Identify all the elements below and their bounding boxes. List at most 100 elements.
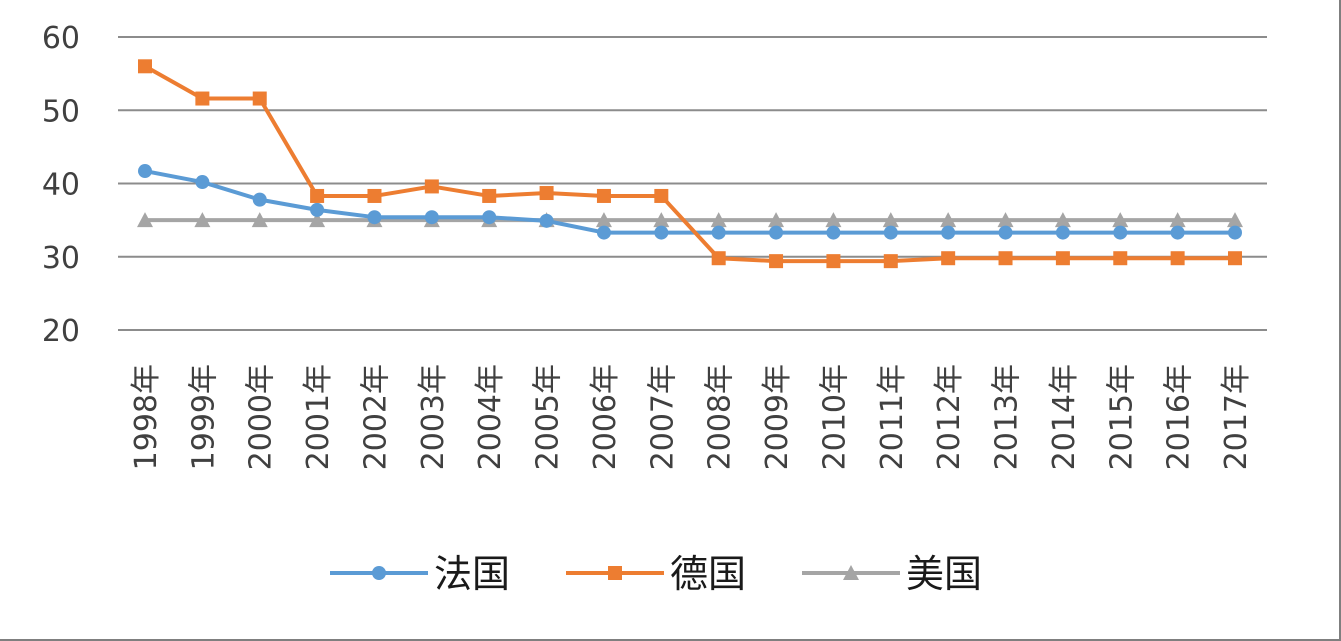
data-point xyxy=(653,212,670,228)
gridlines xyxy=(118,36,1267,331)
x-tick-label: 2006年 xyxy=(588,364,623,470)
x-tick-label: 2008年 xyxy=(703,364,738,470)
data-point xyxy=(596,225,611,240)
y-tick-label: 40 xyxy=(42,168,80,203)
data-point xyxy=(367,210,382,225)
data-point xyxy=(194,212,211,228)
x-tick-label: 2009年 xyxy=(760,364,795,470)
x-tick-label: 2011年 xyxy=(875,364,910,470)
data-point xyxy=(1169,212,1186,228)
x-tick-label: 1998年 xyxy=(129,364,164,470)
data-point xyxy=(251,212,268,228)
data-point xyxy=(1113,225,1128,240)
data-point xyxy=(1054,212,1071,228)
data-point xyxy=(424,210,439,225)
legend: 法国 德国 美国 xyxy=(330,552,982,596)
data-point xyxy=(883,225,898,240)
x-tick-label: 2000年 xyxy=(244,364,279,470)
data-point xyxy=(940,212,957,228)
legend-marker xyxy=(608,566,622,580)
data-point xyxy=(1055,225,1070,240)
x-tick-label: 2001年 xyxy=(301,364,336,470)
x-tick-label: 2016年 xyxy=(1162,364,1197,470)
data-point xyxy=(424,179,439,194)
y-tick-label: 20 xyxy=(42,314,80,349)
data-point xyxy=(1055,251,1070,266)
series-1 xyxy=(138,59,1242,269)
data-point xyxy=(367,188,382,203)
data-point xyxy=(941,251,956,266)
x-tick-label: 2003年 xyxy=(416,364,451,470)
data-point xyxy=(195,175,210,190)
x-tick-label: 2017年 xyxy=(1219,364,1254,470)
data-point xyxy=(825,212,842,228)
data-point xyxy=(539,213,554,228)
series-line xyxy=(144,169,1235,235)
data-point xyxy=(826,225,841,240)
legend-label: 美国 xyxy=(906,552,982,596)
data-point xyxy=(1228,225,1242,240)
data-point xyxy=(711,225,726,240)
legend-item: 德国 xyxy=(566,552,746,596)
legend-label: 法国 xyxy=(434,552,510,596)
x-tick-label: 1999年 xyxy=(186,364,221,470)
data-point xyxy=(310,202,325,217)
x-tick-label: 2002年 xyxy=(358,364,393,470)
data-point xyxy=(482,188,497,203)
data-point xyxy=(711,251,726,266)
legend-item: 法国 xyxy=(330,552,510,596)
x-tick-label: 2010年 xyxy=(817,364,852,470)
data-point xyxy=(710,212,727,228)
series-0 xyxy=(138,164,1242,240)
data-point xyxy=(252,91,267,106)
data-point xyxy=(997,212,1014,228)
data-point xyxy=(595,212,612,228)
y-tick-label: 60 xyxy=(42,21,80,56)
data-point xyxy=(998,251,1013,266)
x-axis-ticks: 1998年 1999年 2000年 2001年 2002年 2003年 2004年 2005年… xyxy=(129,364,1254,470)
x-tick-label: 2014年 xyxy=(1047,364,1082,470)
data-point xyxy=(309,212,326,228)
data-point xyxy=(539,186,554,201)
data-point xyxy=(482,210,497,225)
x-tick-label: 2007年 xyxy=(645,364,680,470)
data-point xyxy=(826,254,841,269)
data-point xyxy=(1113,251,1128,266)
legend-label: 德国 xyxy=(670,552,746,596)
x-tick-label: 2004年 xyxy=(473,364,508,470)
data-point xyxy=(137,212,153,228)
data-point xyxy=(1112,212,1129,228)
data-point xyxy=(1170,251,1185,266)
x-tick-label: 2012年 xyxy=(932,364,967,470)
data-point xyxy=(998,225,1013,240)
legend-item: 美国 xyxy=(802,552,982,596)
data-point xyxy=(252,192,267,207)
data-point xyxy=(1170,225,1185,240)
x-tick-label: 2015年 xyxy=(1104,364,1139,470)
data-point xyxy=(310,188,325,203)
legend-marker xyxy=(372,566,386,580)
data-point xyxy=(769,225,784,240)
data-point xyxy=(1228,251,1242,266)
data-point xyxy=(941,225,956,240)
x-tick-label: 2013年 xyxy=(990,364,1025,470)
legend-marker xyxy=(843,565,859,580)
data-point xyxy=(768,212,785,228)
series-line xyxy=(144,64,1235,264)
data-point xyxy=(654,225,669,240)
data-point xyxy=(769,254,784,269)
data-point xyxy=(138,59,152,74)
data-point xyxy=(195,91,210,106)
data-point xyxy=(1227,212,1243,228)
series-lines xyxy=(137,59,1243,269)
data-point xyxy=(596,188,611,203)
y-axis-ticks: 20 30 40 50 60 xyxy=(42,21,80,349)
x-tick-label: 2005年 xyxy=(531,364,566,470)
y-tick-label: 50 xyxy=(42,94,80,129)
data-point xyxy=(654,188,669,203)
data-point xyxy=(138,164,152,179)
data-point xyxy=(883,254,898,269)
data-point xyxy=(882,212,899,228)
